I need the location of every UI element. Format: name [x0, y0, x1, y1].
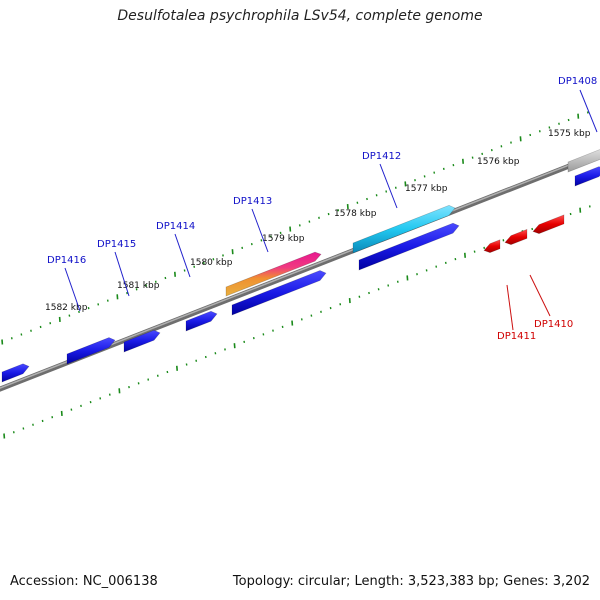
- gene-label[interactable]: DP1415: [97, 239, 136, 250]
- tick-label: 1581 kbp: [117, 281, 160, 291]
- label-leader-line: [114, 251, 130, 297]
- gene-label[interactable]: DP1416: [47, 255, 86, 266]
- inner-tick-track: [3, 205, 591, 439]
- map-title: Desulfotalea psychrophila LSv54, complet…: [117, 8, 483, 24]
- tick-label: 1579 kbp: [262, 234, 305, 244]
- gene-DP1411[interactable]: [504, 228, 528, 245]
- gene-DP1415[interactable]: [123, 329, 161, 353]
- label-leader-line: [529, 274, 551, 317]
- feature-grey-DP1408[interactable]: [567, 149, 600, 173]
- accession-text: Accession: NC_006138: [10, 574, 158, 589]
- label-leader-line: [251, 208, 269, 253]
- gene-DP1408[interactable]: [574, 166, 600, 187]
- tick-label: 1576 kbp: [477, 157, 520, 167]
- gene-DP1411-a[interactable]: [483, 239, 501, 253]
- gene-DP1416[interactable]: [66, 337, 116, 365]
- outer-tick-track: [1, 111, 589, 345]
- gene-DP1412[interactable]: [358, 222, 460, 271]
- gene-label[interactable]: DP1408: [558, 76, 597, 87]
- gene-label[interactable]: DP1414: [156, 221, 195, 232]
- feature-DP1412-cds[interactable]: [352, 205, 456, 254]
- gene-label[interactable]: DP1411: [497, 331, 536, 342]
- gene-label[interactable]: DP1413: [233, 196, 272, 207]
- label-leader-line: [379, 163, 398, 209]
- gene-partial-left[interactable]: [1, 363, 30, 383]
- feature-DP1413-cds[interactable]: [225, 251, 322, 297]
- tick-label: 1578 kbp: [334, 209, 377, 219]
- genome-summary-text: Topology: circular; Length: 3,523,383 bp…: [232, 574, 590, 589]
- gene-label[interactable]: DP1412: [362, 151, 401, 162]
- gene-DP1414[interactable]: [185, 310, 218, 332]
- feature-tracks: [1, 149, 600, 383]
- gene-DP1413[interactable]: [231, 270, 327, 316]
- feature-labels: 1575 kbp 1576 kbp 1577 kbp 1578 kbp 1579 kbp…: [45, 76, 598, 342]
- label-leader-line: [506, 284, 514, 331]
- tick-label: 1582 kbp: [45, 303, 88, 313]
- gene-label[interactable]: DP1410: [534, 319, 573, 330]
- label-leader-line: [579, 89, 598, 133]
- tick-label: 1575 kbp: [548, 129, 591, 139]
- tick-label: 1580 kbp: [190, 258, 233, 268]
- label-leader-line: [64, 267, 81, 312]
- gene-DP1410[interactable]: [532, 214, 565, 234]
- label-leader-line: [174, 233, 191, 278]
- tick-label: 1577 kbp: [405, 184, 448, 194]
